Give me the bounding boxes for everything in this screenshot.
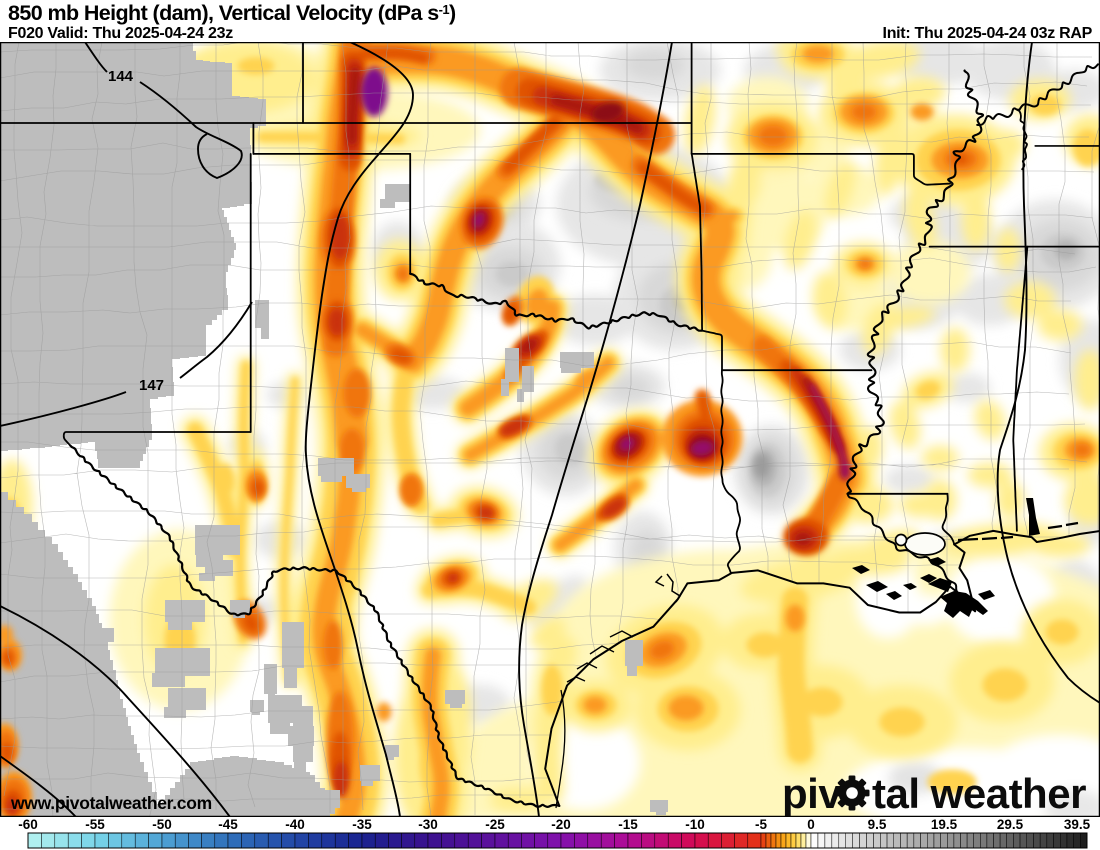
svg-text:-30: -30 [418,817,438,832]
svg-text:29.5: 29.5 [997,817,1024,832]
svg-text:-5: -5 [755,817,767,832]
svg-text:-40: -40 [285,817,305,832]
svg-text:-25: -25 [485,817,505,832]
svg-text:144: 144 [108,68,134,85]
svg-text:-20: -20 [551,817,571,832]
svg-text:-45: -45 [218,817,238,832]
svg-text:tal weather: tal weather [872,770,1086,816]
svg-text:147: 147 [139,377,164,394]
svg-text:-50: -50 [152,817,172,832]
svg-text:0: 0 [807,817,815,832]
svg-text:-60: -60 [18,817,38,832]
svg-text:-55: -55 [85,817,105,832]
svg-text:-35: -35 [352,817,372,832]
svg-text:9.5: 9.5 [868,817,887,832]
svg-text:-10: -10 [685,817,705,832]
svg-text:-15: -15 [618,817,638,832]
svg-text:39.5: 39.5 [1064,817,1091,832]
svg-text:19.5: 19.5 [931,817,958,832]
svg-text:piv: piv [782,770,842,816]
